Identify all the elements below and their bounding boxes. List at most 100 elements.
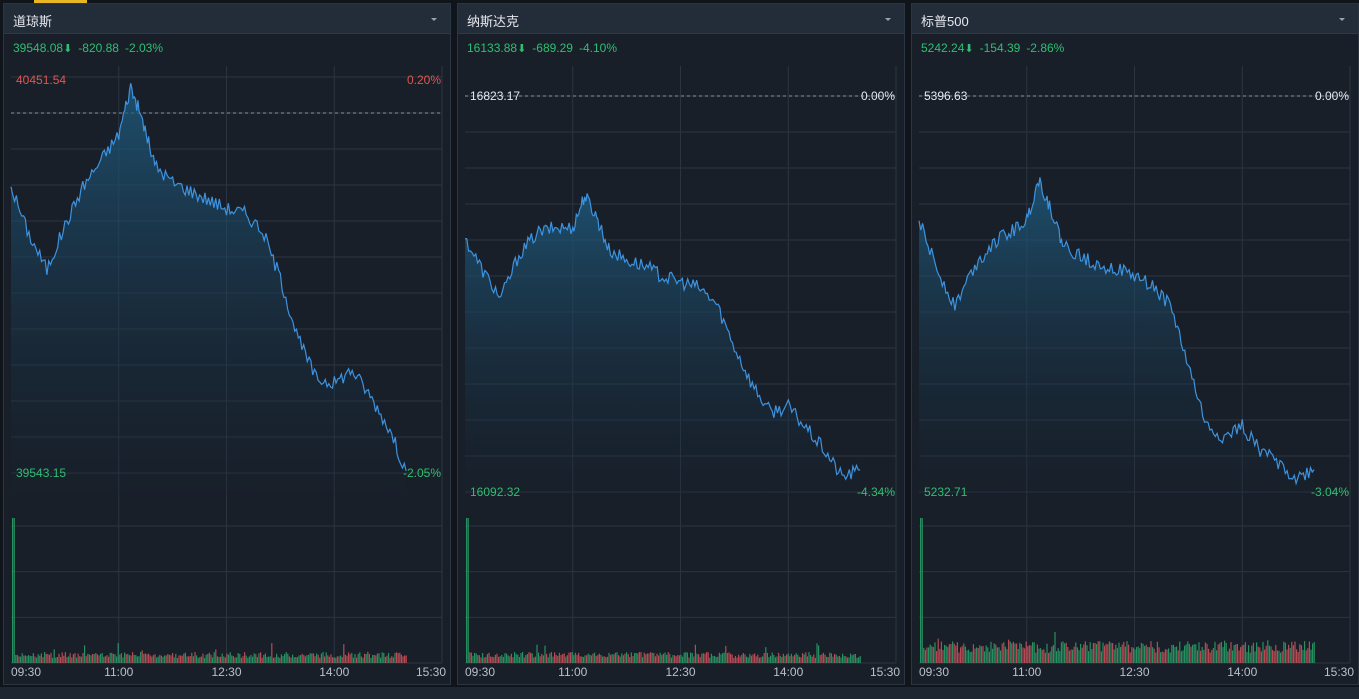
volume-bar	[746, 656, 748, 663]
volume-bar	[539, 656, 541, 663]
volume-bar	[472, 655, 474, 663]
volume-bar	[1147, 646, 1149, 663]
chevron-down-icon[interactable]	[881, 12, 895, 26]
volume-bar	[490, 656, 492, 663]
volume-bar	[694, 644, 696, 663]
volume-bar	[396, 652, 398, 663]
panel-header: 道琼斯	[4, 4, 450, 34]
volume-bar	[1128, 644, 1130, 663]
volume-bar	[330, 654, 332, 663]
volume-bar	[786, 654, 788, 663]
volume-bar	[368, 653, 370, 663]
x-tick-label: 14:00	[773, 665, 803, 679]
x-tick-label: 09:30	[465, 665, 495, 679]
volume-bar	[1155, 652, 1157, 663]
volume-bar	[322, 652, 324, 663]
volume-bar	[587, 653, 589, 663]
volume-bar	[701, 653, 703, 663]
volume-bar	[256, 657, 258, 663]
quote-price: 39548.08	[13, 41, 64, 55]
intraday-chart[interactable]: 40451.54 0.20% 39543.15 -2.05% 09:30 11:00 12:…	[4, 62, 450, 684]
volume-bar	[34, 656, 36, 663]
volume-bar	[1120, 647, 1122, 663]
volume-bar	[352, 657, 354, 663]
volume-bar	[478, 655, 480, 663]
panel-header: 纳斯达克	[458, 4, 904, 34]
price-line	[10, 83, 407, 472]
volume-bar	[482, 653, 484, 663]
volume-bar	[622, 655, 624, 663]
volume-bar	[344, 654, 346, 663]
volume-bar	[1134, 649, 1136, 663]
volume-bar	[148, 653, 150, 663]
volume-bar	[960, 647, 962, 663]
volume-bar	[506, 653, 508, 663]
volume-bar	[992, 648, 994, 663]
volume-bar	[250, 654, 252, 663]
volume-bar	[560, 655, 562, 663]
volume-bar	[133, 654, 135, 663]
volume-bar	[790, 653, 792, 663]
volume-bar	[920, 518, 922, 663]
volume-bar	[710, 653, 712, 663]
intraday-chart[interactable]: 5396.63 0.00% 5232.71 -3.04% 09:30 11:00 12:30…	[912, 62, 1358, 684]
volume-bar	[958, 652, 960, 663]
volume-bar	[160, 655, 162, 663]
volume-bar	[1248, 645, 1250, 663]
intraday-chart[interactable]: 16823.17 0.00% 16092.32 -4.34% 09:30 11:00 12:…	[458, 62, 904, 684]
volume-bar	[469, 652, 471, 663]
volume-bar	[88, 654, 90, 663]
volume-bar	[634, 653, 636, 663]
volume-bar	[365, 654, 367, 663]
volume-bar	[712, 655, 714, 663]
volume-bar	[566, 655, 568, 663]
volume-bar	[154, 654, 156, 663]
volume-bar	[541, 654, 543, 663]
volume-bar	[1051, 646, 1053, 663]
high-pct-label: 0.20%	[407, 73, 441, 87]
volume-bar	[293, 657, 295, 663]
volume-bar	[1267, 640, 1269, 663]
volume-bar	[1028, 645, 1030, 663]
volume-bar	[552, 656, 554, 663]
volume-bar	[722, 653, 724, 663]
volume-bar	[333, 657, 335, 663]
volume-bar	[1304, 641, 1306, 663]
ref-pct-label: 0.00%	[1315, 89, 1349, 103]
volume-bar	[739, 656, 741, 663]
volume-bar	[295, 657, 297, 663]
volume-bar	[969, 651, 971, 663]
volume-bar	[1129, 652, 1131, 663]
volume-bar	[618, 655, 620, 663]
volume-bar	[1004, 646, 1006, 663]
volume-bar	[538, 652, 540, 663]
volume-bar	[770, 655, 772, 663]
volume-bar	[120, 653, 122, 663]
quote-row: 5242.24⬇ -154.39 -2.86%	[921, 41, 1070, 55]
volume-bar	[1296, 649, 1298, 663]
volume-bar	[768, 657, 770, 663]
volume-bar	[202, 653, 204, 663]
volume-bar	[501, 655, 503, 663]
volume-bar	[72, 654, 74, 663]
volume-bar	[308, 654, 310, 663]
volume-bar	[55, 657, 57, 663]
volume-bar	[1057, 648, 1059, 663]
volume-bar	[1225, 642, 1227, 663]
chevron-down-icon[interactable]	[1335, 12, 1349, 26]
chevron-down-icon[interactable]	[427, 12, 441, 26]
volume-bar	[1257, 646, 1259, 663]
volume-bar	[1072, 649, 1074, 663]
volume-bar	[675, 656, 677, 663]
x-tick-label: 12:30	[665, 665, 695, 679]
volume-bar	[1107, 644, 1109, 663]
volume-bar	[624, 653, 626, 663]
volume-bar	[279, 657, 281, 663]
high-price-label: 40451.54	[16, 73, 66, 87]
volume-bar	[742, 653, 744, 663]
volume-bar	[726, 653, 728, 663]
volume-bar	[1092, 643, 1094, 663]
x-tick-label: 15:30	[416, 665, 446, 679]
volume-bar	[936, 651, 938, 663]
volume-bar	[47, 654, 49, 663]
